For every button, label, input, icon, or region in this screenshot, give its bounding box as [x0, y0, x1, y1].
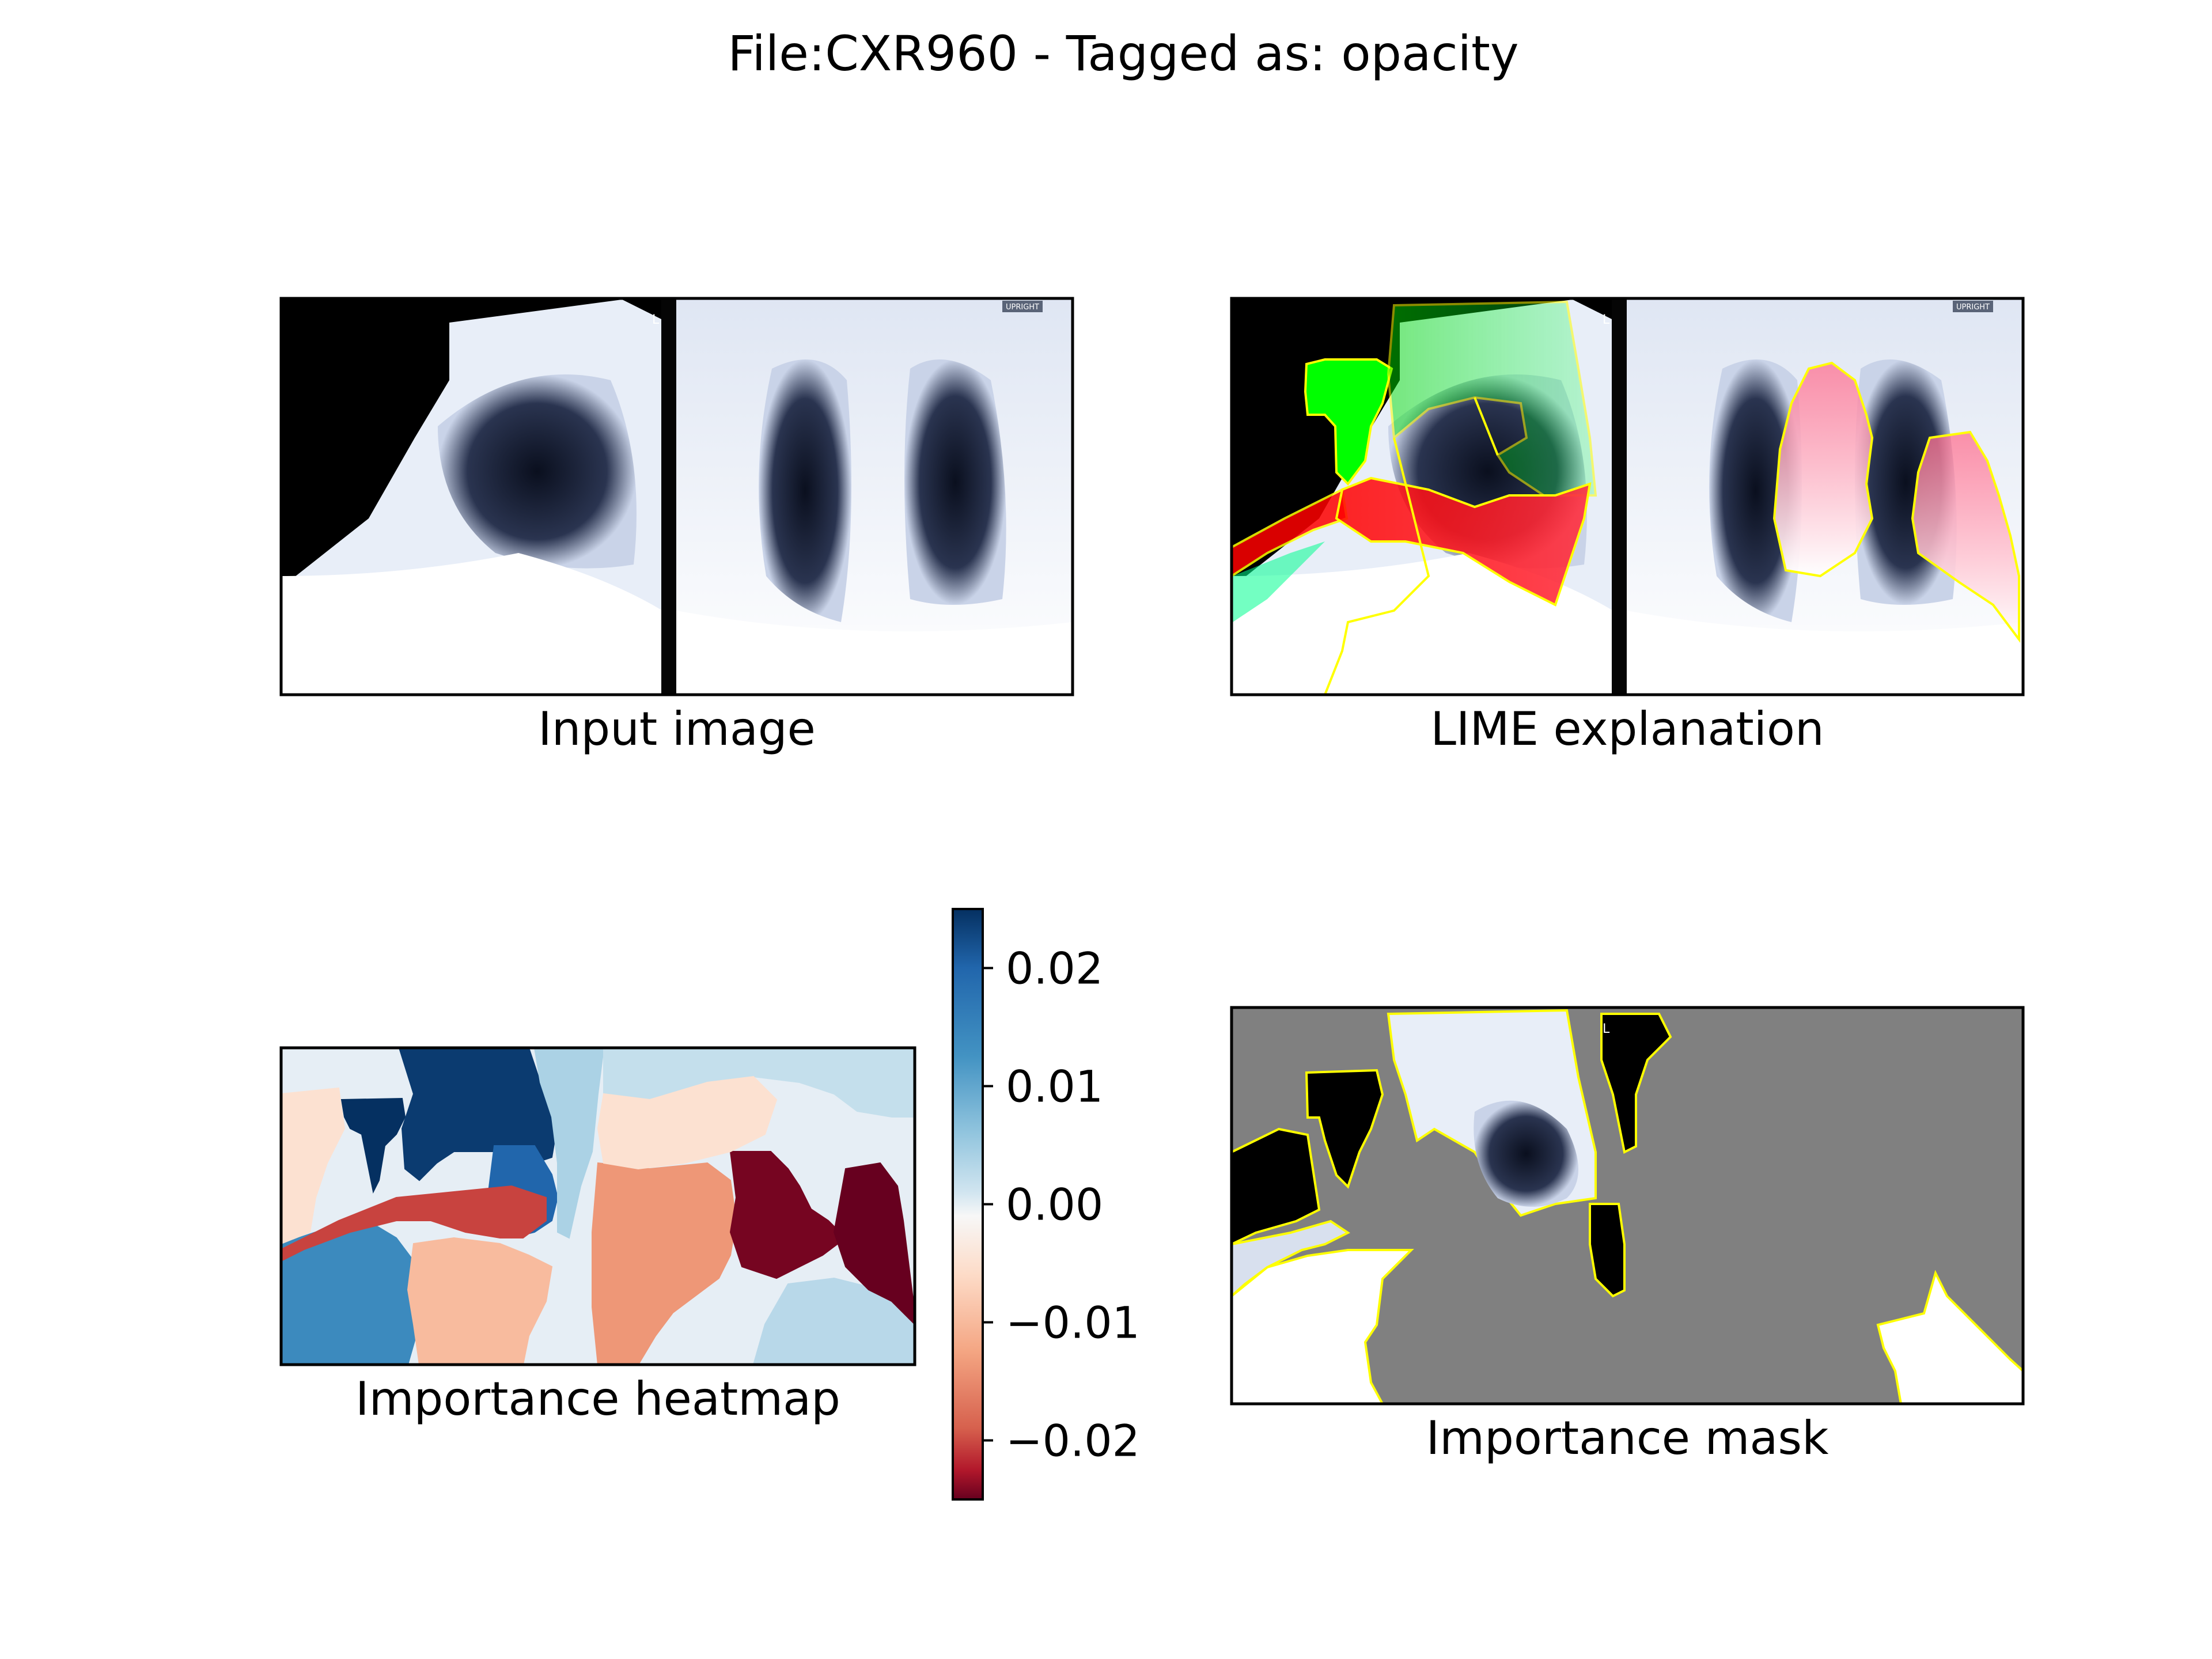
- lime-negative-region: [1772, 361, 1874, 578]
- heatmap-segment-frontal-right-lung: [729, 1151, 847, 1279]
- lime-xray: [1232, 298, 2023, 695]
- lime-negative-region: [1232, 487, 1349, 578]
- colorbar-tick-label: 0.00: [1006, 1179, 1103, 1230]
- mask-kept-region: [1589, 1203, 1626, 1298]
- mask-kept-region: [1474, 1100, 1578, 1207]
- colorbar-tick-label: 0.02: [1006, 943, 1103, 994]
- heatmap-segment-center-lower: [407, 1237, 553, 1365]
- lime-corner-marker: L: [1603, 313, 1610, 327]
- heatmap-segment-frontal-left-lung: [592, 1162, 737, 1365]
- mask-kept-region: [1305, 1069, 1384, 1189]
- mask-image: [1232, 1007, 2023, 1404]
- mask-frame: [1230, 1006, 2025, 1406]
- input-badge-text: UPRIGHT: [1006, 303, 1039, 312]
- mask-caption: Importance mask: [1426, 1411, 1830, 1465]
- colorbar-ticks: 0.02 0.01 0.00 −0.01 −0.02: [983, 943, 1140, 1467]
- lime-negative-region: [1911, 430, 2020, 643]
- input-frame: [279, 297, 1074, 696]
- lime-frame: [1230, 297, 2025, 696]
- figure-title: File:CXR960 - Tagged as: opacity: [728, 25, 1518, 82]
- heatmap-segment-upper-left-arm: [340, 1097, 406, 1194]
- mask-corner-marker: L: [1603, 1022, 1610, 1036]
- lime-badge-text: UPRIGHT: [1956, 303, 1990, 312]
- heatmap-segment-frontal-right-edge: [833, 1162, 915, 1325]
- input-corner-marker: L: [652, 313, 660, 327]
- lime-positive-region: [1233, 541, 1325, 622]
- lime-explanation-panel: L UPRIGHT LIME explanation: [1230, 297, 2025, 756]
- heatmap-segment-left-edge: [281, 1087, 346, 1245]
- lime-badge: [1953, 301, 1993, 312]
- heatmap-segments: [281, 1048, 915, 1365]
- heatmap-segment-upper-center-light: [533, 1048, 605, 1239]
- heatmap-segment-lower-right: [752, 1277, 915, 1365]
- heatmap-caption: Importance heatmap: [355, 1372, 840, 1426]
- colorbar-tick-label: −0.01: [1006, 1297, 1140, 1349]
- colorbar: 0.02 0.01 0.00 −0.01 −0.02: [952, 908, 1140, 1501]
- mask-kept-region: [1876, 1270, 2023, 1404]
- lime-positive-region: [1304, 358, 1393, 486]
- colorbar-gradient: [952, 908, 984, 1501]
- lime-negative-region: [1335, 476, 1592, 607]
- importance-heatmap-panel: Importance heatmap: [279, 1046, 916, 1426]
- colorbar-tick-label: −0.02: [1006, 1415, 1140, 1467]
- heatmap-segment-center-diagonal-band: [281, 1185, 547, 1262]
- heatmap-segment-frontal-upper: [597, 1075, 778, 1170]
- mask-kept-region: [1600, 1013, 1672, 1154]
- colorbar-tick-label: 0.01: [1006, 1061, 1103, 1112]
- importance-mask-panel: L Importance mask: [1230, 1006, 2025, 1465]
- mask-kept-region: [1232, 1249, 1414, 1404]
- input-badge: [1002, 301, 1043, 312]
- input-caption: Input image: [538, 702, 816, 756]
- heatmap-frame: [279, 1046, 916, 1366]
- lime-caption: LIME explanation: [1430, 702, 1824, 756]
- input-xray: [281, 298, 1073, 695]
- input-image-panel: L UPRIGHT Input image: [279, 297, 1074, 756]
